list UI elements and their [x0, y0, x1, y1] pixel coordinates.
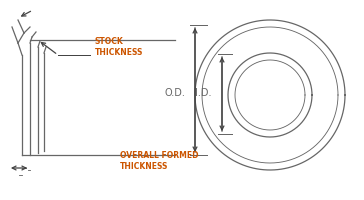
Text: STOCK
THICKNESS: STOCK THICKNESS: [95, 37, 143, 57]
Text: O.D.: O.D.: [164, 88, 185, 98]
Text: I.D.: I.D.: [195, 88, 212, 98]
Text: OVERALL FORMED
THICKNESS: OVERALL FORMED THICKNESS: [120, 151, 198, 171]
